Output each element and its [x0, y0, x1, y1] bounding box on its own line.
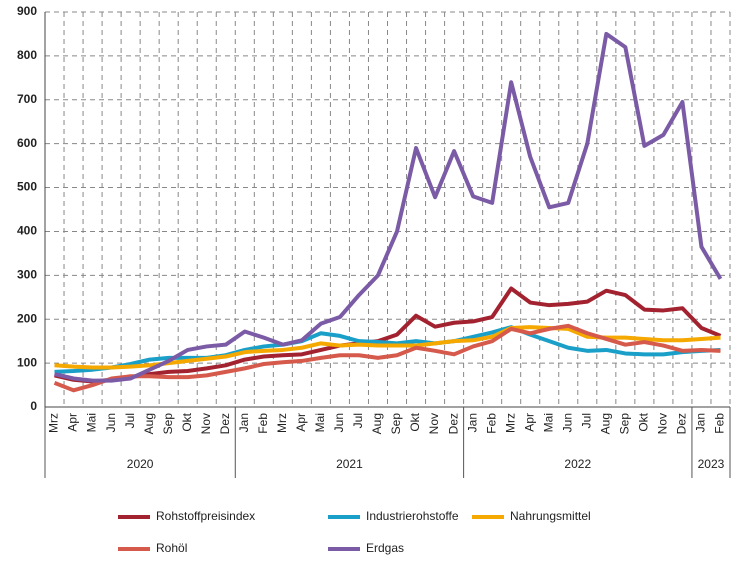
- series-line: [54, 325, 721, 374]
- series-line: [54, 325, 721, 370]
- x-tick-label: Apr: [522, 413, 536, 432]
- x-tick-label: Jul: [579, 413, 593, 428]
- y-tick-label: 300: [17, 268, 37, 282]
- x-tick-label: Jun: [332, 413, 346, 432]
- x-tick-label: Apr: [294, 413, 308, 432]
- legend-label: Rohöl: [156, 541, 187, 555]
- series-line: [53, 323, 721, 393]
- x-tick-label: Jan: [465, 413, 479, 432]
- x-tick-label: Feb: [484, 413, 498, 434]
- x-tick-label: Nov: [656, 413, 670, 434]
- legend-label: Erdgas: [366, 541, 404, 555]
- y-tick-label: 400: [17, 224, 37, 238]
- x-tick-label: Jan: [694, 413, 708, 432]
- x-tick-label: Sep: [161, 413, 175, 435]
- x-tick-label: Nov: [427, 413, 441, 434]
- x-tick-label: Okt: [637, 412, 651, 431]
- x-tick-label: Mai: [85, 413, 99, 432]
- x-tick-label: Okt: [408, 412, 422, 431]
- x-tick-label: Aug: [370, 413, 384, 434]
- x-tick-label: Sep: [618, 413, 632, 435]
- legend-label: Industrierohstoffe: [366, 509, 459, 523]
- year-label: 2021: [336, 457, 363, 471]
- x-tick-label: Dez: [218, 413, 232, 434]
- y-tick-label: 900: [17, 4, 37, 18]
- legend-label: Rohstoffpreisindex: [156, 509, 255, 523]
- y-tick-label: 100: [17, 355, 37, 369]
- x-tick-label: Mrz: [47, 413, 61, 433]
- x-tick-label: Okt: [180, 412, 194, 431]
- x-tick-label: Jul: [351, 413, 365, 428]
- x-tick-label: Jun: [560, 413, 574, 432]
- y-tick-label: 800: [17, 48, 37, 62]
- y-tick-label: 700: [17, 92, 37, 106]
- y-tick-label: 600: [17, 136, 37, 150]
- x-tick-label: Aug: [598, 413, 612, 434]
- x-tick-label: Jun: [104, 413, 118, 432]
- x-tick-label: Apr: [66, 413, 80, 432]
- x-tick-label: Nov: [199, 413, 213, 434]
- x-tick-label: Dez: [675, 413, 689, 434]
- series-line: [54, 286, 722, 384]
- x-tick-label: Mai: [313, 413, 327, 432]
- year-label: 2023: [698, 457, 725, 471]
- y-tick-label: 200: [17, 311, 37, 325]
- y-tick-label: 0: [30, 399, 37, 413]
- y-tick-label: 500: [17, 180, 37, 194]
- x-tick-label: Sep: [389, 413, 403, 435]
- year-label: 2020: [127, 457, 154, 471]
- legend-label: Nahrungsmittel: [510, 509, 591, 523]
- x-tick-label: Jan: [237, 413, 251, 432]
- x-tick-label: Jul: [123, 413, 137, 428]
- x-tick-label: Mrz: [275, 413, 289, 433]
- series-line: [54, 31, 723, 383]
- x-tick-label: Mai: [541, 413, 555, 432]
- year-label: 2022: [564, 457, 591, 471]
- x-tick-label: Dez: [446, 413, 460, 434]
- x-tick-label: Mrz: [503, 413, 517, 433]
- x-tick-label: Feb: [256, 413, 270, 434]
- x-tick-label: Aug: [142, 413, 156, 434]
- x-tick-label: Feb: [713, 413, 727, 434]
